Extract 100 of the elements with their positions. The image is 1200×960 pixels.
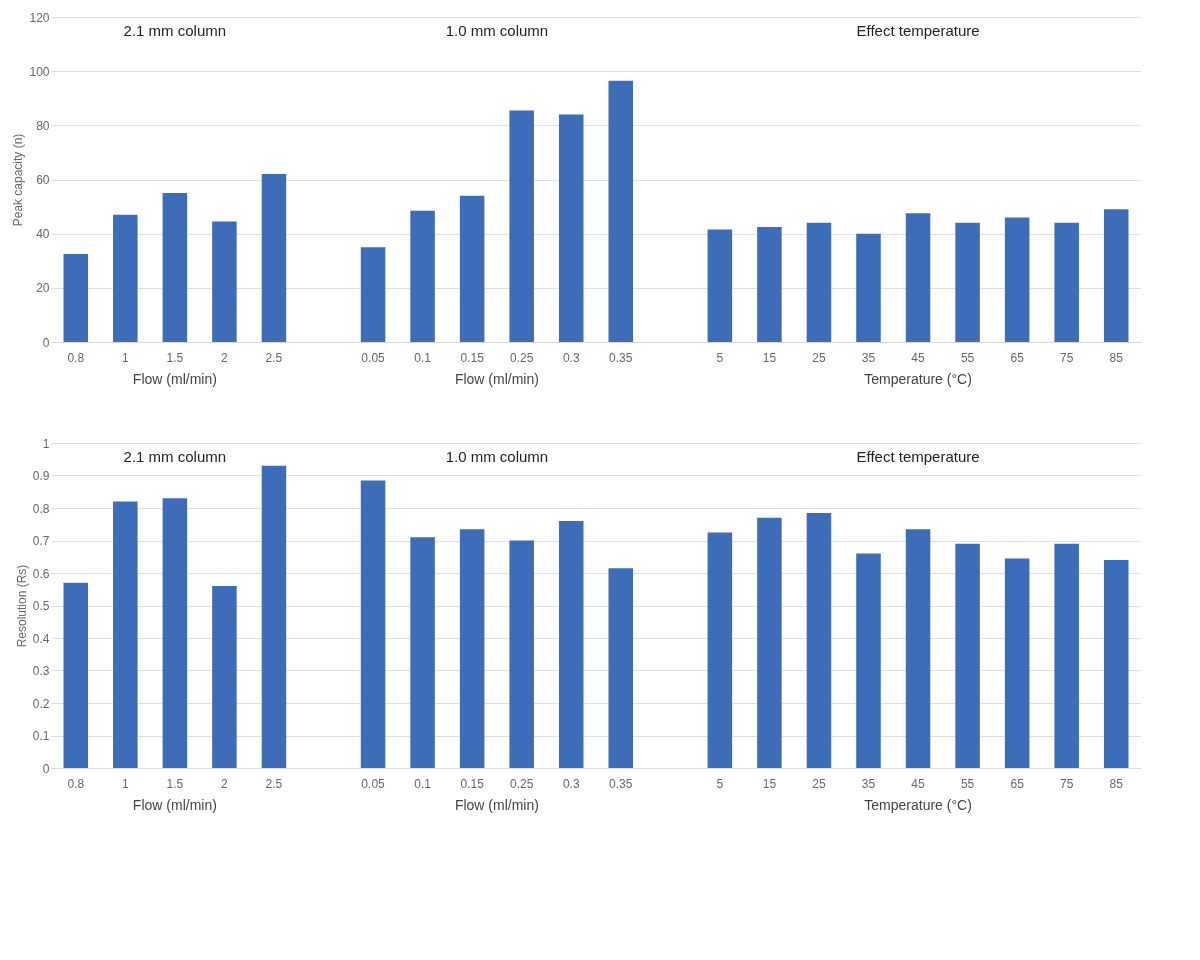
bar: [261, 174, 287, 342]
bar: [360, 247, 386, 342]
text: Flow (ml/min): [132, 797, 217, 813]
y-tick-label: 0.8: [32, 501, 50, 516]
x-tick-label: 15: [762, 350, 777, 365]
text: Temperature (°C): [864, 371, 972, 387]
x-tick-label: 85: [1109, 776, 1124, 791]
x-tick-label: 0.15: [460, 776, 485, 791]
bar: [856, 233, 881, 342]
x-tick-label: 5: [716, 776, 724, 791]
bar: [261, 465, 287, 768]
bar: [410, 210, 435, 342]
bar: [212, 221, 237, 342]
x-tick-label: 85: [1109, 350, 1124, 365]
y-tick-label: 0.1: [32, 729, 50, 743]
bar: [63, 582, 89, 768]
y-tick-label: 0.4: [32, 631, 50, 646]
x-tick-label: 35: [861, 350, 876, 365]
x-tick-label: 0.1: [414, 776, 432, 791]
bar: [955, 543, 980, 768]
x-tick-label: 0.1: [414, 350, 432, 365]
annotation: 2.1 mm column: [123, 22, 227, 39]
x-tick-label: 45: [911, 350, 926, 365]
bar: [113, 501, 138, 768]
x-tick-label: 5: [716, 350, 724, 365]
y-tick-label: 0.2: [32, 696, 50, 711]
bar: [212, 586, 237, 768]
bar: [1054, 543, 1079, 768]
x-tick-label: 55: [960, 350, 975, 365]
y-tick-label: 0: [42, 761, 50, 776]
y-axis-title: Peak capacity (n): [11, 133, 26, 227]
bar: [1004, 217, 1030, 342]
text: Flow (ml/min): [454, 797, 539, 813]
y-tick-label: 20: [36, 281, 50, 296]
bar: [707, 532, 733, 768]
bar: [707, 229, 733, 342]
bar: [162, 498, 188, 768]
y-tick-label: 0.9: [32, 469, 50, 483]
x-tick-label: 0.3: [562, 776, 580, 791]
x-tick-label: 0.3: [562, 350, 580, 365]
x-tick-label: 0.8: [67, 350, 85, 365]
x-tick-label: 2.5: [265, 350, 283, 365]
x-tick-label: 2: [221, 350, 229, 365]
annotation: 1.0 mm column: [445, 22, 549, 39]
x-tick-label: 0.25: [510, 776, 534, 791]
bar: [509, 540, 534, 768]
x-tick-label: 0.35: [609, 776, 633, 791]
x-tick-label: 35: [861, 776, 876, 791]
bar: [806, 222, 832, 342]
x-tick-label: 0.25: [510, 350, 534, 365]
x-tick-label: 25: [812, 776, 826, 791]
bar: [113, 214, 138, 342]
annotation: 1.0 mm column: [445, 448, 549, 465]
bar: [1103, 209, 1129, 342]
bar: [806, 512, 832, 768]
x-tick-label: 1: [121, 776, 129, 791]
bar: [459, 195, 485, 342]
text: Temperature (°C): [864, 797, 972, 813]
bar: [905, 529, 931, 768]
x-tick-label: 75: [1060, 776, 1074, 791]
x-tick-label: 2: [221, 776, 229, 791]
bar: [558, 521, 584, 768]
bar: [1103, 560, 1129, 768]
bar: [757, 517, 782, 768]
bar: [558, 114, 584, 342]
bar: [955, 222, 980, 342]
bar: [63, 253, 89, 342]
x-tick-label: 1: [121, 350, 129, 365]
y-tick-label: 0.3: [32, 664, 50, 678]
x-tick-label: 0.15: [460, 350, 485, 365]
x-tick-label: 0.8: [67, 776, 85, 791]
bar: [459, 529, 485, 768]
x-tick-label: 55: [960, 776, 975, 791]
bar: [360, 480, 386, 768]
x-tick-label: 65: [1010, 350, 1025, 365]
bar: [608, 80, 634, 342]
bar: [856, 553, 881, 768]
bar: [410, 537, 435, 768]
x-tick-label: 75: [1060, 350, 1074, 365]
bar: [608, 568, 634, 768]
text: Flow (ml/min): [454, 371, 539, 387]
x-tick-label: 1.5: [166, 776, 184, 791]
y-tick-label: 80: [36, 118, 50, 133]
annotation: 2.1 mm column: [123, 448, 227, 465]
y-tick-label: 40: [36, 227, 50, 242]
y-tick-label: 60: [36, 173, 50, 187]
y-tick-label: 0.6: [32, 566, 50, 581]
x-tick-label: 0.35: [609, 350, 633, 365]
bar: [1004, 558, 1030, 768]
bar: [905, 213, 931, 342]
annotation: Effect temperature: [856, 448, 980, 465]
x-tick-label: 25: [812, 350, 826, 365]
x-tick-label: 15: [762, 776, 777, 791]
x-tick-label: 0.05: [361, 776, 386, 791]
annotation: Effect temperature: [856, 22, 980, 39]
y-tick-label: 0: [42, 335, 50, 350]
bar: [509, 110, 534, 342]
bar: [757, 226, 782, 342]
y-axis-title: Resolution (Rs): [14, 564, 29, 648]
x-tick-label: 65: [1010, 776, 1025, 791]
